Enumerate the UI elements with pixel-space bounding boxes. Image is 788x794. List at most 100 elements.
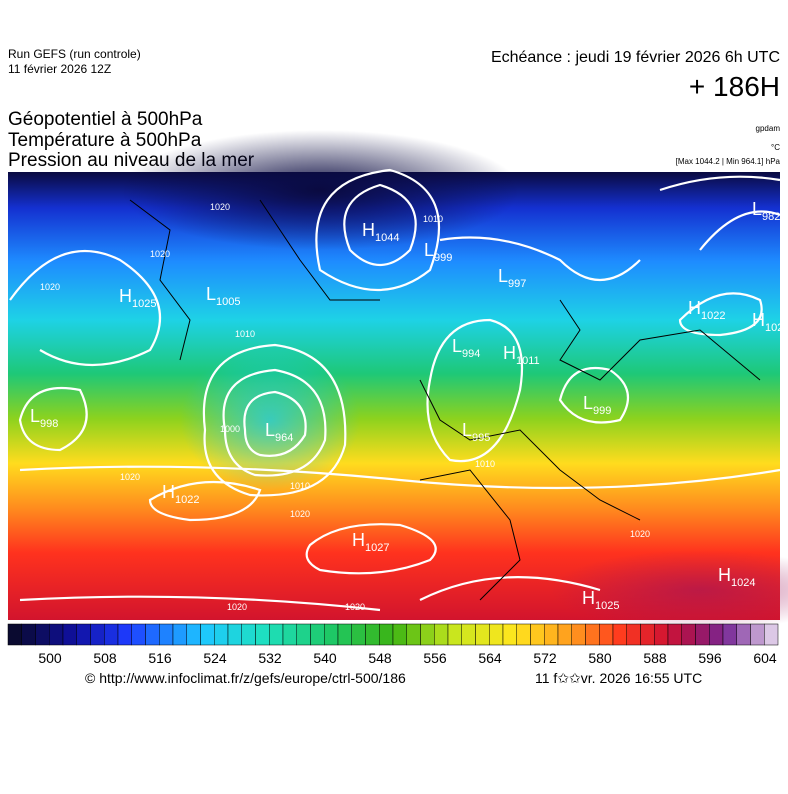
system-letter: H [162,482,175,502]
unit: °C [771,143,780,152]
pressure-system: H1044 [362,220,399,244]
system-value: 997 [508,278,526,290]
colorbar-swatch [709,623,724,646]
colorbar-swatch [722,623,737,646]
colorbar-swatch [62,623,77,646]
pressure-system: H1022 [162,482,199,506]
colorbar-tick-label: 564 [478,650,502,666]
colorbar-tick-label: 532 [258,650,282,666]
colorbar-swatch [750,623,765,646]
colorbar-swatch [76,623,91,646]
system-letter: L [424,240,434,260]
system-value: 1025 [132,298,156,310]
colorbar-swatch [420,623,435,646]
colorbar-swatch [7,623,22,646]
colorbar-swatch [461,623,476,646]
colorbar-swatch [351,623,366,646]
pressure-system: H1025 [119,286,156,310]
colorbar-swatch [379,623,394,646]
pressure-system: L964 [265,420,293,444]
system-value: 1027 [365,542,389,554]
map [8,130,788,630]
colorbar-swatch [241,623,256,646]
unit: [Max 1044.2 | Min 964.1] hPa [676,157,781,166]
system-letter: L [752,199,762,219]
echeance: Echéance : jeudi 19 février 2026 6h UTC [491,49,780,66]
colorbar-swatch [90,623,105,646]
isobar-label: 1020 [40,282,60,292]
system-letter: L [452,336,462,356]
colorbar-swatch [612,623,627,646]
isobar-label: 1020 [345,602,365,612]
colorbar-tick-label: 604 [753,650,777,666]
system-value: 1044 [375,232,399,244]
colorbar-swatch [227,623,242,646]
system-letter: H [503,343,516,363]
system-letter: H [752,310,765,330]
colorbar-tick-label: 524 [203,650,227,666]
colorbar-swatch [530,623,545,646]
system-letter: L [265,420,275,440]
footer-date: 11 f✩✩vr. 2026 16:55 UTC [535,670,702,686]
isobar-label: 1020 [120,472,140,482]
system-value: 1025 [595,600,619,612]
pressure-system: L998 [30,406,58,430]
colorbar-swatch [365,623,380,646]
pressure-system: H1025 [582,588,619,612]
colorbar-swatch [21,623,36,646]
colorbar-swatch [324,623,339,646]
system-value: 982 [762,211,780,223]
colorbar-swatch [392,623,407,646]
horizon: + 186H [689,71,780,102]
system-value: 1005 [216,296,240,308]
colorbar-swatch [654,623,669,646]
colorbar-swatch [736,623,751,646]
colorbar-swatch [49,623,64,646]
isobar-label: 1010 [475,459,495,469]
system-value: 102 [765,322,783,334]
pressure-system: L994 [452,336,480,360]
colorbar-swatch [489,623,504,646]
system-value: 998 [40,418,58,430]
system-value: 995 [472,432,490,444]
colorbar-swatch [667,623,682,646]
colorbar-swatch [585,623,600,646]
isobar-label: 1020 [290,509,310,519]
colorbar-swatch [255,623,270,646]
colorbar-swatch [35,623,50,646]
isobar-label: 1010 [235,329,255,339]
system-value: 1022 [175,494,199,506]
colorbar-swatch [406,623,421,646]
pressure-system: L999 [583,393,611,417]
colorbar-tick-label: 500 [38,650,62,666]
system-value: 999 [593,405,611,417]
system-letter: H [688,298,701,318]
pressure-system: L997 [498,266,526,290]
pressure-system: L999 [424,240,452,264]
colorbar-tick-label: 540 [313,650,337,666]
pressure-system: H1024 [718,565,755,589]
colorbar-tick-label: 580 [588,650,612,666]
colorbar-swatch [434,623,449,646]
system-letter: L [30,406,40,426]
system-letter: H [582,588,595,608]
isobar-label: 1020 [210,202,230,212]
colorbar-swatch [310,623,325,646]
colorbar-swatch [544,623,559,646]
colorbar-swatch [296,623,311,646]
colorbar-swatch [516,623,531,646]
colorbar-swatch [214,623,229,646]
field: Température à 500hPa [8,130,202,151]
run-date: 11 février 2026 12Z [8,62,111,76]
isobar-label: 1020 [150,249,170,259]
colorbar-swatch [282,623,297,646]
colorbar-tick-label: 588 [643,650,667,666]
colorbar-swatch [695,623,710,646]
pressure-system: L1005 [206,284,241,308]
system-value: 1011 [516,355,540,367]
isobar-label: 1020 [227,602,247,612]
colorbar-swatch [104,623,119,646]
footer-url: © http://www.infoclimat.fr/z/gefs/europe… [85,670,406,686]
colorbar-swatch [571,623,586,646]
